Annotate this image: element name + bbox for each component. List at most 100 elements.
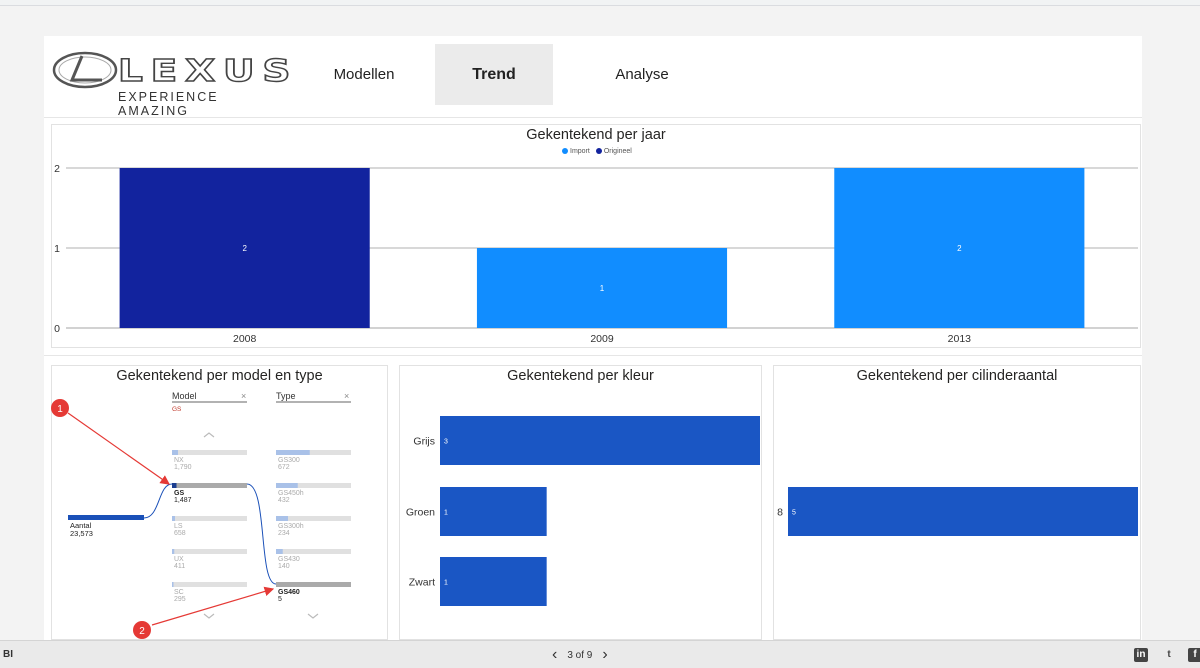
- model-node-fill: [172, 582, 174, 587]
- x-tick-label: 2013: [948, 333, 972, 345]
- model-node-bar[interactable]: [172, 549, 247, 554]
- type-node-value: 672: [278, 464, 290, 471]
- tree-root-bar[interactable]: [68, 515, 144, 520]
- hbar-groen[interactable]: [440, 487, 547, 536]
- model-node-value: 295: [174, 596, 186, 603]
- model-node-bar[interactable]: [172, 516, 247, 521]
- bar-data-label: 2: [242, 244, 247, 253]
- hbar-data-label: 1: [444, 510, 448, 517]
- legend-item-import: Import: [562, 148, 590, 155]
- chevron-down-icon[interactable]: [307, 613, 319, 619]
- type-node-bar[interactable]: [276, 483, 351, 488]
- hbar-data-label: 5: [792, 510, 796, 517]
- bar-import[interactable]: [834, 168, 1085, 328]
- x-tick-label: 2009: [590, 333, 614, 345]
- callout-number: 2: [139, 626, 145, 637]
- model-node-label: GS: [174, 490, 184, 497]
- model-node-bar[interactable]: [172, 582, 247, 587]
- type-node-label: GS300h: [278, 523, 304, 530]
- section-divider: [44, 355, 1142, 356]
- model-node-fill: [172, 516, 175, 521]
- tree-root-label: Aantal: [70, 521, 92, 530]
- year-chart-legend: Import Origineel: [562, 148, 632, 155]
- lexus-emblem-icon: [52, 51, 118, 89]
- bar-origineel[interactable]: [119, 168, 370, 328]
- hbar-data-label: 3: [444, 439, 448, 446]
- type-node-value: 234: [278, 530, 290, 537]
- page-indicator: 3 of 9: [567, 649, 593, 661]
- model-node-bar[interactable]: [172, 483, 247, 488]
- nav-trend[interactable]: Trend: [435, 44, 553, 105]
- type-node-label: GS450h: [278, 490, 304, 497]
- year-chart-plot[interactable]: 0 1 2 2 2008 1 2009 2 2013: [0, 0, 1200, 360]
- bar-import[interactable]: [476, 248, 728, 328]
- hbar-8[interactable]: [788, 487, 1138, 536]
- chevron-down-icon[interactable]: [203, 613, 215, 619]
- chevron-up-icon[interactable]: [203, 432, 215, 438]
- model-node-value: 1,790: [174, 464, 192, 471]
- hbar-category-label: 8: [777, 507, 783, 519]
- hbar-category-label: Groen: [406, 507, 435, 519]
- bar-data-label: 2: [957, 244, 962, 253]
- y-tick-label: 1: [54, 243, 60, 255]
- lexus-wordmark: LEXUS: [117, 53, 299, 89]
- report-footer: BI ‹ 3 of 9 › in t f: [0, 640, 1200, 668]
- nav-modellen[interactable]: Modellen: [333, 66, 395, 83]
- x-tick-label: 2008: [233, 333, 257, 345]
- legend-dot-icon: [595, 148, 602, 155]
- model-node-label: NX: [174, 457, 184, 464]
- twitter-icon[interactable]: t: [1167, 649, 1171, 660]
- logo-tagline: EXPERIENCE AMAZING: [118, 90, 219, 118]
- hbar-category-label: Grijs: [413, 436, 435, 448]
- type-node-fill: [276, 450, 310, 455]
- next-page-icon[interactable]: ›: [602, 646, 608, 663]
- model-node-label: LS: [174, 523, 183, 530]
- model-node-fill: [172, 483, 177, 488]
- model-node-label: UX: [174, 556, 184, 563]
- model-node-value: 1,487: [174, 497, 192, 504]
- callout-badge: [133, 621, 151, 639]
- tree-col-type[interactable]: Type: [276, 391, 296, 401]
- cyl-chart-title: Gekentekend per cilinderaantal: [856, 368, 1058, 384]
- type-node-bar[interactable]: [276, 582, 351, 587]
- y-tick-label: 0: [54, 323, 60, 335]
- linkedin-icon[interactable]: in: [1134, 648, 1148, 662]
- type-node-value: 432: [278, 497, 290, 504]
- close-icon[interactable]: ×: [344, 391, 349, 401]
- model-node-value: 658: [174, 530, 186, 537]
- callout-badge: [51, 399, 69, 417]
- type-node-label: GS300: [278, 457, 300, 464]
- facebook-icon[interactable]: f: [1188, 648, 1200, 662]
- hbar-zwart[interactable]: [440, 557, 547, 606]
- type-node-fill: [276, 483, 298, 488]
- tree-col-model[interactable]: Model: [172, 391, 197, 401]
- close-icon[interactable]: ×: [241, 391, 246, 401]
- tree-panel[interactable]: Gekentekend per model en type: [51, 365, 388, 640]
- tree-model-filter: GS: [172, 406, 182, 413]
- type-node-bar[interactable]: [276, 549, 351, 554]
- prev-page-icon[interactable]: ‹: [552, 646, 558, 663]
- type-node-bar[interactable]: [276, 450, 351, 455]
- hbar-grijs[interactable]: [440, 416, 760, 465]
- legend-item-origineel: Origineel: [595, 148, 632, 155]
- type-node-value: 140: [278, 563, 290, 570]
- type-node-value: 5: [278, 596, 282, 603]
- color-chart-title: Gekentekend per kleur: [507, 368, 654, 384]
- hbar-category-label: Zwart: [409, 577, 435, 589]
- type-node-bar[interactable]: [276, 516, 351, 521]
- bookmarks-bar: [0, 0, 1200, 6]
- type-node-label: GS460: [278, 589, 300, 596]
- tree-connector: [143, 483, 173, 519]
- tree-connector: [246, 483, 277, 585]
- model-node-bar[interactable]: [172, 450, 247, 455]
- nav-analyse[interactable]: Analyse: [615, 66, 669, 83]
- year-chart-title: Gekentekend per jaar: [526, 127, 666, 143]
- type-node-fill: [276, 516, 288, 521]
- y-tick-label: 2: [54, 163, 60, 175]
- callout-arrow: [67, 412, 170, 485]
- legend-dot-icon: [562, 148, 568, 155]
- page-navigator: ‹ 3 of 9 ›: [552, 646, 608, 664]
